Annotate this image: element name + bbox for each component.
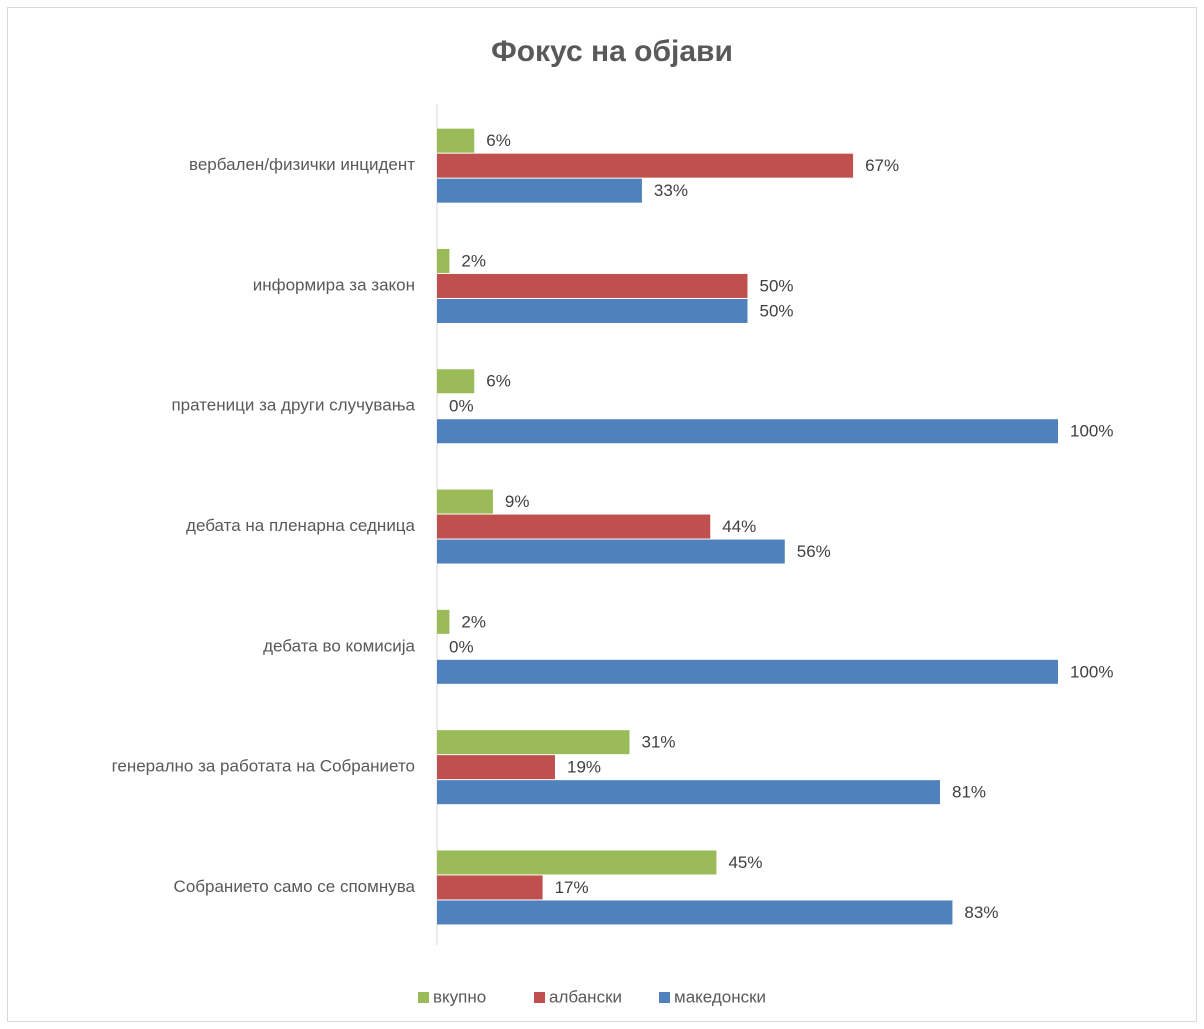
data-label: 2% (461, 251, 486, 270)
legend-label: вкупно (433, 987, 486, 1006)
category-label: Собранието само се спомнува (174, 877, 416, 896)
bar (437, 850, 717, 875)
data-label: 33% (654, 181, 688, 200)
bar (437, 514, 711, 539)
category-label: дебата на пленарна седница (186, 516, 416, 535)
bar (437, 875, 543, 900)
bar (437, 298, 748, 323)
data-label: 45% (728, 853, 762, 872)
category-label: генерално за работата на Собранието (112, 757, 415, 776)
bar (437, 609, 450, 634)
bar (437, 369, 475, 394)
bar (437, 900, 953, 925)
bar (437, 730, 630, 755)
data-label: 50% (760, 301, 794, 320)
bar (437, 178, 642, 203)
data-label: 81% (952, 783, 986, 802)
bar (437, 489, 493, 514)
data-label: 31% (642, 733, 676, 752)
data-label: 100% (1070, 662, 1113, 681)
data-label: 19% (567, 758, 601, 777)
legend-label: албански (549, 987, 622, 1006)
data-label: 6% (486, 131, 511, 150)
data-label: 50% (760, 276, 794, 295)
data-label: 17% (555, 878, 589, 897)
data-label: 0% (449, 637, 474, 656)
chart-title: Фокус на објави (491, 35, 733, 68)
data-label: 83% (964, 903, 998, 922)
bar (437, 419, 1058, 444)
data-label: 2% (461, 612, 486, 631)
data-label: 6% (486, 372, 511, 391)
bar (437, 659, 1058, 684)
bar (437, 153, 854, 178)
bar (437, 780, 941, 805)
data-label: 44% (722, 517, 756, 536)
legend-swatch (534, 992, 545, 1003)
bar (437, 273, 748, 298)
bar (437, 755, 555, 780)
data-label: 0% (449, 397, 474, 416)
data-label: 9% (505, 492, 530, 511)
category-label: информира за закон (253, 275, 415, 294)
bar (437, 539, 785, 564)
data-label: 56% (797, 542, 831, 561)
bar (437, 128, 475, 153)
legend-swatch (659, 992, 670, 1003)
category-label: вербален/физички инцидент (189, 155, 415, 174)
legend-label: македонски (674, 987, 766, 1006)
bar (437, 248, 450, 273)
category-label: пратеници за други случувања (171, 396, 415, 415)
data-label: 67% (865, 156, 899, 175)
legend-swatch (418, 992, 429, 1003)
data-label: 100% (1070, 422, 1113, 441)
category-label: дебата во комисија (263, 636, 415, 655)
